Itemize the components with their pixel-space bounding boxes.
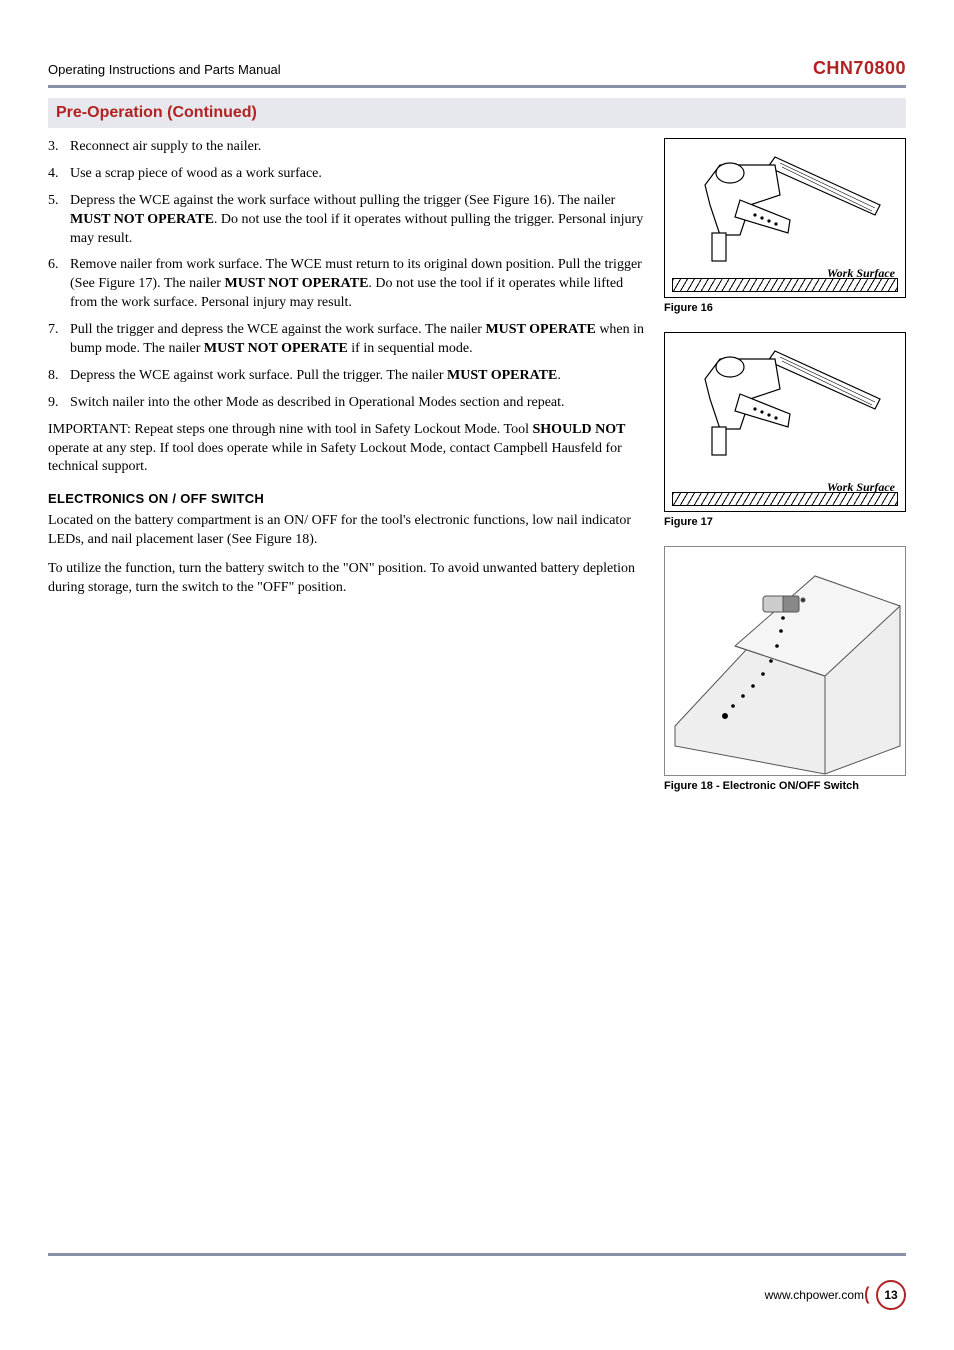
list-item: 6.Remove nailer from work surface. The W… xyxy=(48,256,646,313)
footer-url: www.chpower.com xyxy=(765,1288,864,1302)
figure-17-caption: Figure 17 xyxy=(664,516,906,528)
section-title: Pre-Operation (Continued) xyxy=(48,98,906,128)
nailer-icon xyxy=(680,145,890,275)
list-num: 5. xyxy=(48,192,70,249)
list-text: Use a scrap piece of wood as a work surf… xyxy=(70,165,322,184)
page-number-badge: 13 xyxy=(876,1280,906,1310)
important-paragraph: IMPORTANT: Repeat steps one through nine… xyxy=(48,421,646,478)
list-item: 7.Pull the trigger and depress the WCE a… xyxy=(48,321,646,359)
header-rule xyxy=(48,85,906,88)
body-paragraph: Located on the battery compartment is an… xyxy=(48,512,646,550)
footer-rule xyxy=(48,1253,906,1256)
list-text: Reconnect air supply to the nailer. xyxy=(70,138,261,157)
steps-list: 3.Reconnect air supply to the nailer. 4.… xyxy=(48,138,646,413)
figure-18-caption: Figure 18 - Electronic ON/OFF Switch xyxy=(664,780,906,792)
list-item: 5.Depress the WCE against the work surfa… xyxy=(48,192,646,249)
list-text: Depress the WCE against the work surface… xyxy=(70,192,646,249)
list-item: 8.Depress the WCE against work surface. … xyxy=(48,367,646,386)
list-num: 8. xyxy=(48,367,70,386)
figure-18 xyxy=(664,546,906,776)
list-item: 4.Use a scrap piece of wood as a work su… xyxy=(48,165,646,184)
list-num: 9. xyxy=(48,394,70,413)
nailer-icon xyxy=(680,339,890,489)
subheading: ELECTRONICS ON / OFF SWITCH xyxy=(48,491,646,506)
page-header: Operating Instructions and Parts Manual … xyxy=(48,58,906,79)
work-surface-hatch xyxy=(672,492,898,506)
main-column: 3.Reconnect air supply to the nailer. 4.… xyxy=(48,138,646,810)
figure-16-caption: Figure 16 xyxy=(664,302,906,314)
figures-column: Work Surface Figure 16 xyxy=(664,138,906,810)
list-item: 3.Reconnect air supply to the nailer. xyxy=(48,138,646,157)
page-footer: www.chpower.com 13 xyxy=(48,1253,906,1310)
list-num: 6. xyxy=(48,256,70,313)
list-num: 4. xyxy=(48,165,70,184)
list-num: 3. xyxy=(48,138,70,157)
list-num: 7. xyxy=(48,321,70,359)
work-surface-hatch xyxy=(672,278,898,292)
figure-17: Work Surface xyxy=(664,332,906,512)
switch-icon xyxy=(665,546,905,776)
list-item: 9.Switch nailer into the other Mode as d… xyxy=(48,394,646,413)
body-paragraph: To utilize the function, turn the batter… xyxy=(48,560,646,598)
figure-16: Work Surface xyxy=(664,138,906,298)
list-text: Pull the trigger and depress the WCE aga… xyxy=(70,321,646,359)
list-text: Depress the WCE against work surface. Pu… xyxy=(70,367,561,386)
header-left: Operating Instructions and Parts Manual xyxy=(48,62,281,77)
list-text: Remove nailer from work surface. The WCE… xyxy=(70,256,646,313)
header-model: CHN70800 xyxy=(813,58,906,79)
list-text: Switch nailer into the other Mode as des… xyxy=(70,394,565,413)
